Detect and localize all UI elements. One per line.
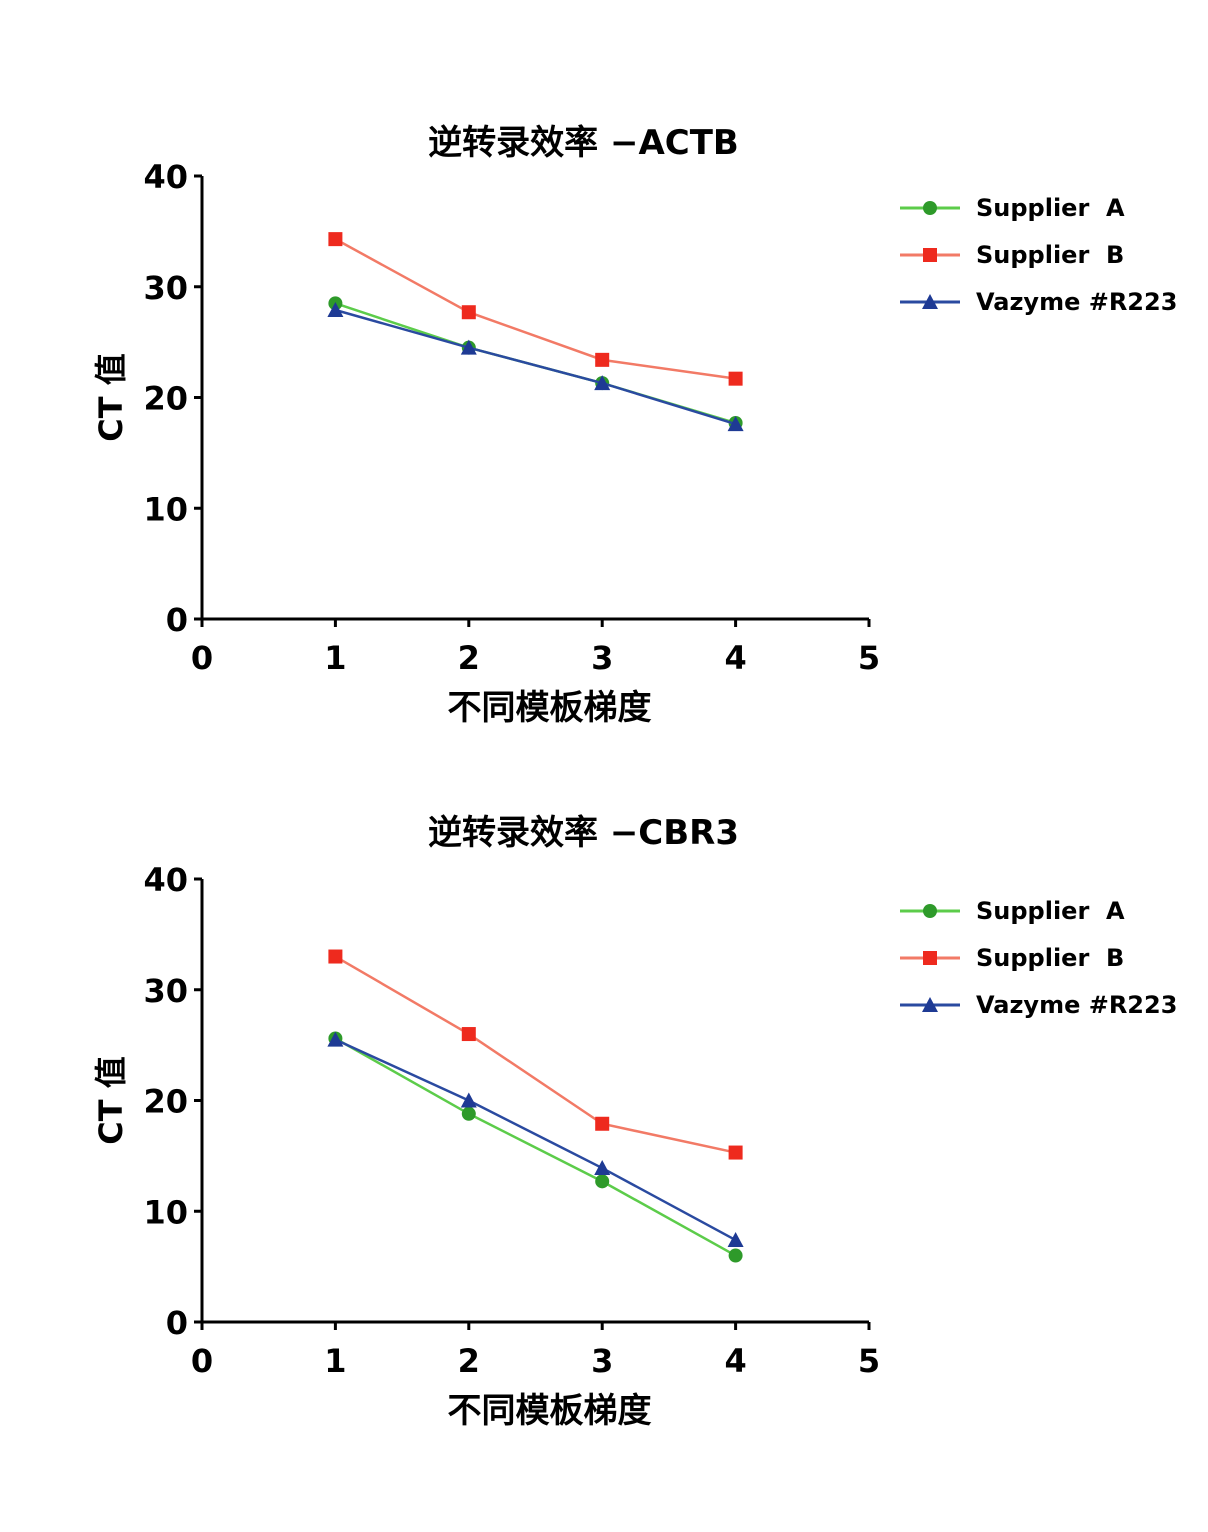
- data-point: [327, 1031, 344, 1047]
- series-line: [334, 1038, 737, 1242]
- legend-item: Supplier B: [900, 241, 1124, 269]
- legend-label: Vazyme #R223: [976, 991, 1177, 1019]
- data-point: [461, 1027, 476, 1042]
- series-line: [334, 1037, 737, 1257]
- legend-marker: [922, 997, 938, 1012]
- x-tick-label: 5: [858, 1342, 880, 1380]
- data-point: [728, 1248, 743, 1263]
- x-tick-label: 2: [458, 639, 480, 677]
- legend-item: Vazyme #R223: [900, 991, 1177, 1019]
- series-square: [328, 949, 743, 1160]
- x-tick-label: 0: [191, 639, 213, 677]
- data-point: [328, 949, 343, 964]
- legend-marker: [923, 951, 937, 965]
- data-point: [595, 1116, 610, 1131]
- x-tick-label: 0: [191, 1342, 213, 1380]
- data-point: [328, 232, 343, 247]
- x-tick-label: 4: [724, 639, 746, 677]
- y-tick-label: 10: [143, 490, 188, 528]
- y-tick-label: 20: [143, 1083, 188, 1121]
- data-point: [460, 1092, 477, 1108]
- data-point: [461, 305, 476, 320]
- y-tick-label: 30: [143, 972, 188, 1010]
- x-tick-label: 4: [724, 1342, 746, 1380]
- data-point: [595, 352, 610, 367]
- series-line: [334, 238, 736, 380]
- series-line: [334, 955, 736, 1154]
- series-circle: [328, 296, 743, 430]
- x-tick-label: 5: [858, 639, 880, 677]
- legend-label: Supplier B: [976, 241, 1124, 269]
- legend-item: Vazyme #R223: [900, 288, 1177, 316]
- chart-title: 逆转录效率 −CBR3: [428, 813, 739, 853]
- series-circle: [328, 1031, 743, 1263]
- legend-item: Supplier B: [900, 944, 1124, 972]
- y-axis-label: CT 值: [92, 1056, 130, 1144]
- data-point: [327, 302, 344, 318]
- x-axis-label: 不同模板梯度: [448, 1391, 652, 1431]
- series-line: [335, 308, 736, 426]
- x-tick-label: 3: [591, 1342, 613, 1380]
- chart-title: 逆转录效率 −ACTB: [428, 123, 739, 163]
- series-triangle: [327, 302, 744, 432]
- legend-marker: [923, 248, 937, 262]
- data-point: [728, 1145, 743, 1160]
- data-point: [595, 1174, 610, 1189]
- data-point: [727, 1232, 744, 1248]
- legend-label: Vazyme #R223: [976, 288, 1177, 316]
- data-point: [594, 375, 611, 391]
- y-axis-label: CT 值: [92, 353, 130, 441]
- x-tick-label: 1: [324, 1342, 346, 1380]
- chart-2: 逆转录效率 −CBR3 0 10 20 30 40 0 1 2 3 4 5 不同模板梯度 CT 值 Supp…: [92, 813, 1177, 1431]
- legend-marker: [923, 201, 937, 215]
- legend-item: Supplier A: [900, 897, 1125, 925]
- y-tick-label: 40: [143, 861, 188, 899]
- data-point: [727, 416, 744, 432]
- data-point: [594, 1160, 611, 1176]
- y-tick-label: 30: [143, 269, 188, 307]
- legend-marker: [922, 294, 938, 309]
- x-tick-label: 3: [591, 639, 613, 677]
- y-tick-label: 10: [143, 1193, 188, 1231]
- series-square: [328, 232, 743, 386]
- x-tick-label: 2: [458, 1342, 480, 1380]
- y-tick-label: 0: [166, 601, 188, 639]
- legend-label: Supplier B: [976, 944, 1124, 972]
- data-point: [728, 371, 743, 386]
- y-tick-label: 0: [166, 1304, 188, 1342]
- chart-1: 逆转录效率 −ACTB 0 10 20 30 40 0 1 2 3 4 5 不同模板梯度 CT 值 Supp…: [92, 123, 1177, 728]
- x-tick-label: 1: [324, 639, 346, 677]
- legend-marker: [923, 904, 937, 918]
- series-triangle: [327, 1031, 744, 1248]
- legend-item: Supplier A: [900, 194, 1125, 222]
- legend-label: Supplier A: [976, 194, 1125, 222]
- legend-label: Supplier A: [976, 897, 1125, 925]
- y-tick-label: 40: [143, 158, 188, 196]
- y-tick-label: 20: [143, 380, 188, 418]
- data-point: [460, 339, 477, 355]
- x-axis-label: 不同模板梯度: [448, 688, 652, 728]
- data-point: [461, 1106, 476, 1121]
